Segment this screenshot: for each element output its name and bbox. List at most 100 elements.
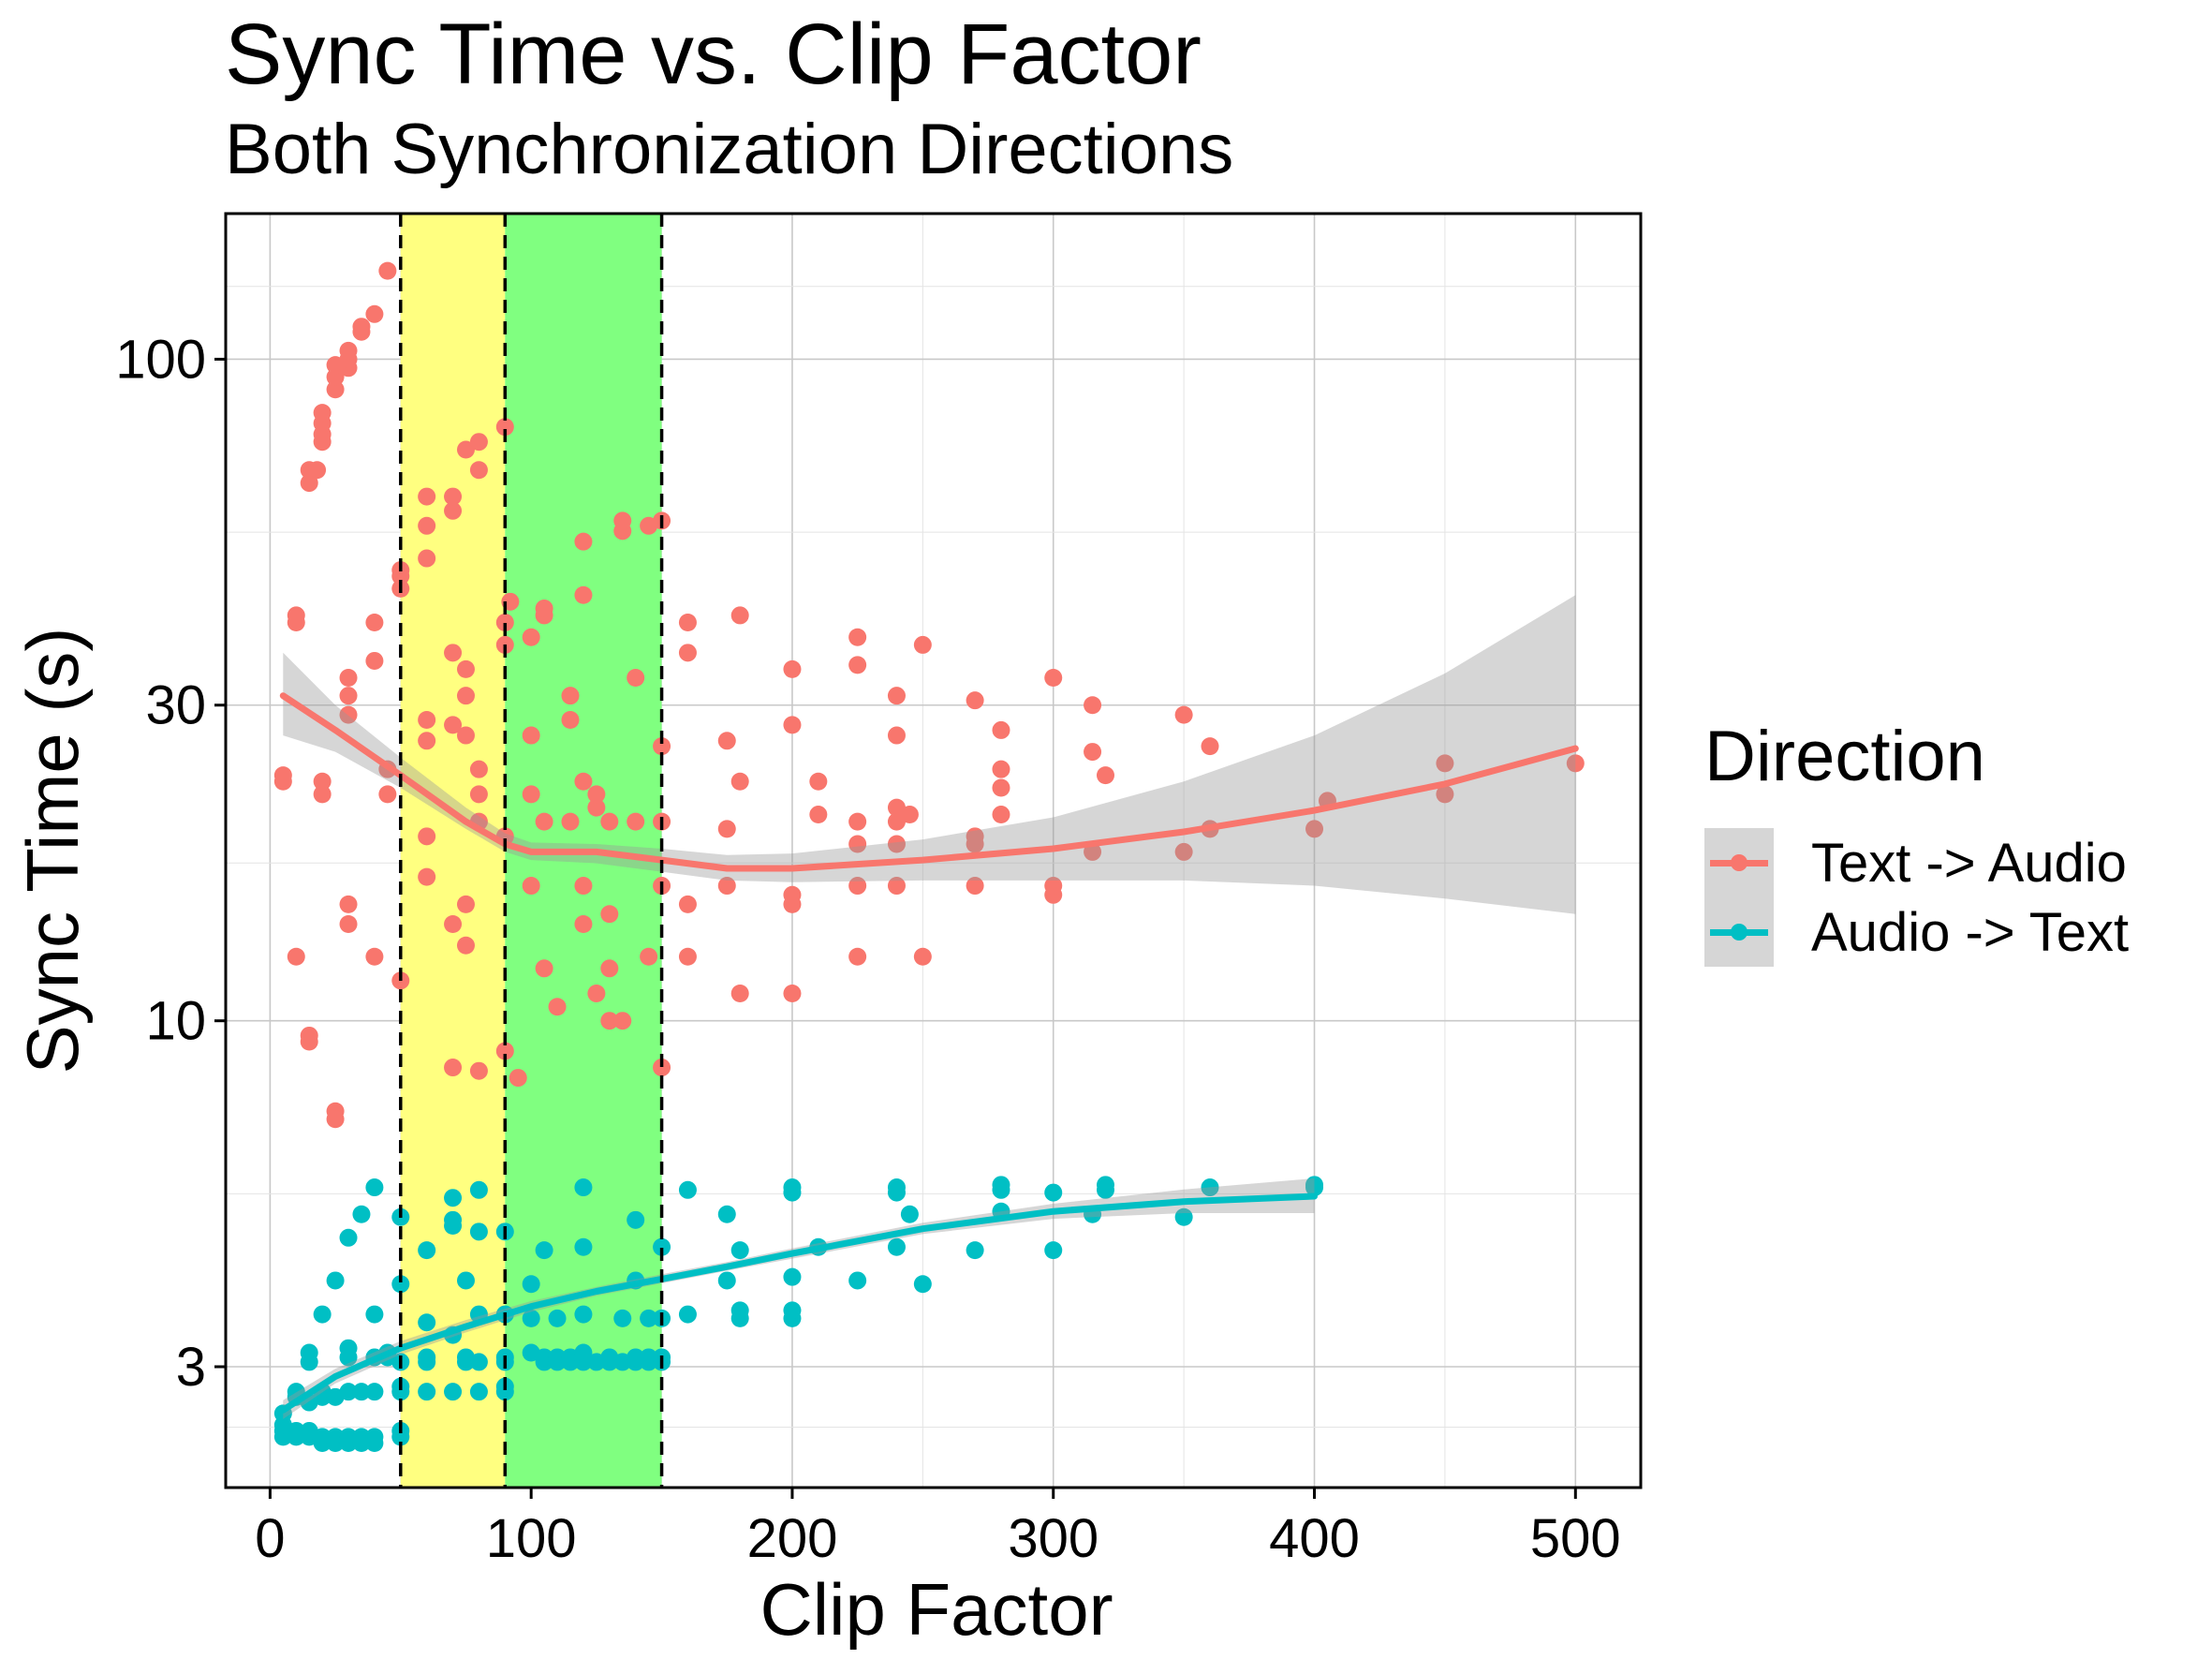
point-text-audio [300, 474, 318, 493]
point-text-audio [678, 614, 697, 632]
axes: 0 100 200 300 400 500 3 10 30 100 [115, 329, 1620, 1569]
point-text-audio [548, 998, 567, 1016]
point-audio-text [352, 1383, 371, 1401]
point-text-audio [887, 812, 906, 831]
point-text-audio [640, 947, 658, 966]
point-audio-text [391, 1275, 410, 1294]
point-text-audio [444, 915, 463, 934]
point-audio-text [783, 1178, 802, 1197]
point-text-audio [418, 710, 436, 729]
point-text-audio [561, 812, 580, 831]
point-text-audio [887, 687, 906, 705]
point-audio-text [574, 1305, 593, 1324]
point-text-audio [574, 585, 593, 604]
point-text-audio [300, 1032, 318, 1051]
point-text-audio [783, 885, 802, 904]
point-text-audio [1096, 766, 1114, 785]
point-text-audio [1044, 669, 1063, 688]
point-audio-text [418, 1348, 436, 1367]
point-audio-text [1044, 1183, 1063, 1202]
point-audio-text [418, 1313, 436, 1332]
point-text-audio [1084, 743, 1102, 762]
ribbon-text-audio [283, 595, 1576, 914]
point-text-audio [574, 877, 593, 896]
point-audio-text [339, 1383, 358, 1401]
point-audio-text [730, 1241, 749, 1260]
point-text-audio [587, 798, 606, 817]
point-audio-text [574, 1343, 593, 1362]
point-audio-text [574, 1178, 593, 1197]
point-text-audio [992, 778, 1010, 797]
point-text-audio [783, 984, 802, 1002]
point-audio-text [365, 1305, 384, 1324]
point-text-audio [1174, 842, 1193, 861]
y-tick-label: 3 [176, 1337, 206, 1398]
point-text-audio [365, 651, 384, 670]
point-text-audio [848, 877, 867, 896]
point-audio-text [418, 1241, 436, 1260]
point-text-audio [456, 895, 475, 913]
point-text-audio [966, 691, 984, 710]
point-audio-text [717, 1205, 736, 1223]
point-audio-text [848, 1271, 867, 1290]
point-text-audio [326, 380, 345, 399]
point-audio-text [365, 1428, 384, 1446]
point-text-audio [469, 433, 488, 452]
point-audio-text [783, 1267, 802, 1286]
point-audio-text [444, 1189, 463, 1207]
point-text-audio [495, 614, 514, 632]
point-text-audio [522, 877, 540, 896]
point-audio-text [444, 1210, 463, 1229]
chart-subtitle: Both Synchronization Directions [225, 110, 1234, 189]
point-text-audio [418, 487, 436, 506]
point-text-audio [287, 606, 305, 625]
point-text-audio [1044, 877, 1063, 896]
point-audio-text [913, 1275, 932, 1294]
point-text-audio [378, 785, 397, 804]
point-text-audio [378, 261, 397, 280]
legend-label-text-audio: Text -> Audio [1811, 832, 2127, 894]
point-text-audio [600, 905, 619, 924]
x-tick-label: 200 [747, 1508, 838, 1569]
legend-key-text-audio [1704, 828, 1774, 897]
point-text-audio [966, 877, 984, 896]
point-audio-text [783, 1301, 802, 1320]
point-text-audio [1201, 737, 1219, 756]
point-text-audio [418, 516, 436, 535]
point-text-audio [717, 820, 736, 838]
y-axis-label: Sync Time (s) [11, 628, 94, 1074]
point-audio-text [730, 1301, 749, 1320]
point-text-audio [339, 669, 358, 688]
point-text-audio [495, 1042, 514, 1060]
point-text-audio [469, 760, 488, 778]
point-audio-text [522, 1309, 540, 1327]
point-text-audio [313, 785, 332, 804]
point-text-audio [313, 404, 332, 422]
point-text-audio [273, 766, 292, 785]
point-text-audio [535, 959, 553, 978]
point-audio-text [992, 1176, 1010, 1194]
point-text-audio [848, 812, 867, 831]
point-text-audio [509, 1069, 527, 1088]
point-text-audio [887, 798, 906, 817]
point-text-audio [913, 635, 932, 654]
point-text-audio [627, 669, 645, 688]
point-text-audio [574, 532, 593, 551]
point-text-audio [339, 341, 358, 360]
point-text-audio [887, 835, 906, 853]
point-text-audio [653, 1059, 671, 1077]
point-text-audio [613, 1012, 632, 1030]
point-text-audio [730, 984, 749, 1002]
chart-title: Sync Time vs. Clip Factor [225, 7, 1202, 102]
point-audio-text [365, 1383, 384, 1401]
point-text-audio [456, 936, 475, 955]
point-audio-text [887, 1178, 906, 1197]
shaded-region [400, 214, 506, 1488]
point-text-audio [444, 1059, 463, 1077]
point-text-audio [444, 501, 463, 520]
point-text-audio [535, 812, 553, 831]
x-tick-label: 100 [486, 1508, 577, 1569]
point-text-audio [456, 726, 475, 745]
point-text-audio [469, 461, 488, 480]
